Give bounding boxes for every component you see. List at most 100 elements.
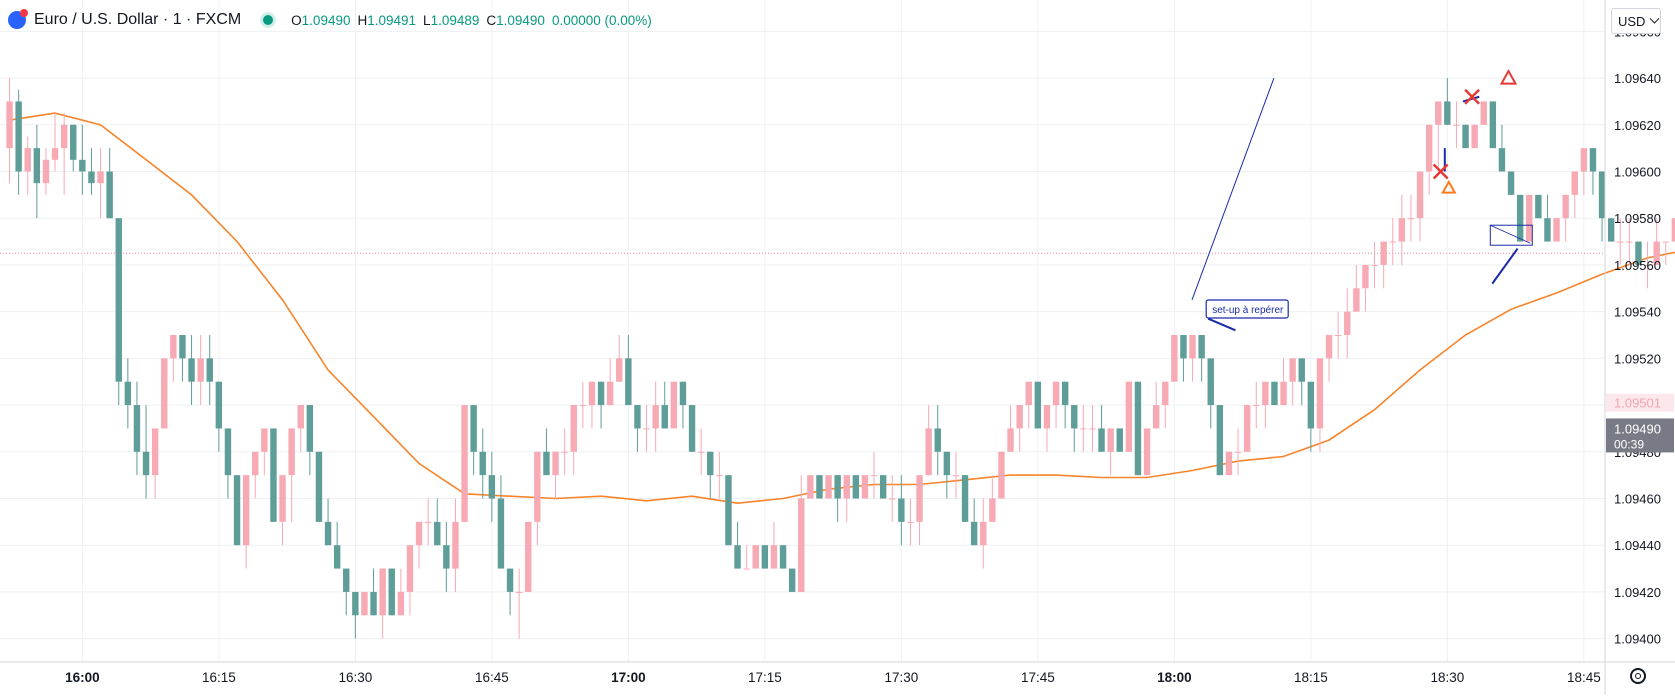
time-tick-label: 18:15 bbox=[1294, 670, 1328, 685]
candle-body bbox=[415, 521, 423, 546]
callout-box bbox=[1205, 299, 1289, 319]
candle-body bbox=[179, 335, 186, 359]
candle-body bbox=[379, 568, 386, 616]
candle-body bbox=[106, 171, 113, 219]
candle-body bbox=[579, 405, 587, 407]
candle-body bbox=[252, 451, 259, 476]
candle-body bbox=[1098, 428, 1105, 452]
flag-icon bbox=[8, 9, 28, 29]
candle-body bbox=[406, 545, 414, 592]
ohlc-close-key: C bbox=[486, 12, 497, 28]
price-tick-label: 1.09600 bbox=[1614, 165, 1661, 180]
candle-body bbox=[534, 451, 541, 522]
candle-body bbox=[1489, 101, 1497, 149]
candle-body bbox=[1516, 194, 1524, 242]
red-cross-marker bbox=[1464, 88, 1480, 105]
zone-rectangle bbox=[1489, 224, 1533, 246]
candle-body bbox=[661, 405, 668, 429]
candle-body bbox=[1344, 311, 1351, 335]
candle-body bbox=[434, 521, 441, 546]
ohlc-open-key: O bbox=[291, 12, 302, 28]
candle-body bbox=[361, 591, 368, 616]
candle-body bbox=[1171, 335, 1178, 382]
candle-body bbox=[970, 521, 978, 546]
candle-body bbox=[142, 451, 150, 476]
time-tick-label: 17:30 bbox=[884, 670, 918, 685]
time-tick-label: 16:30 bbox=[338, 670, 372, 685]
candle-body bbox=[1089, 428, 1096, 430]
ohlc-change-value: 0.00000 (0.00%) bbox=[551, 12, 652, 28]
chart-legend-header: Euro / U.S. Dollar · 1 · FXCM O1.09490 H… bbox=[8, 8, 652, 32]
candle-body bbox=[1271, 381, 1278, 406]
candle-body bbox=[1425, 124, 1433, 172]
time-tick-label: 16:45 bbox=[475, 670, 509, 685]
candle-body bbox=[989, 498, 996, 522]
candle-body bbox=[1253, 405, 1260, 407]
gear-icon[interactable] bbox=[1630, 668, 1646, 684]
candle-body bbox=[88, 171, 95, 184]
orange-triangle-marker bbox=[1441, 179, 1457, 194]
candle-body bbox=[1617, 241, 1624, 243]
candle-body bbox=[79, 159, 86, 172]
candle-body bbox=[1380, 241, 1387, 265]
candle-body bbox=[861, 475, 869, 499]
candle-body bbox=[1353, 288, 1360, 312]
pointer-line bbox=[1491, 247, 1519, 285]
candle-body bbox=[798, 498, 805, 592]
candle-body bbox=[1243, 405, 1251, 452]
candle-body bbox=[233, 475, 241, 546]
candle-body bbox=[206, 358, 213, 382]
zone-diagonal bbox=[1490, 224, 1531, 244]
price-tick-label: 1.09440 bbox=[1614, 538, 1661, 553]
price-tick-label: 1.09640 bbox=[1614, 71, 1661, 86]
candle-body bbox=[1116, 428, 1123, 452]
candle-body bbox=[115, 218, 122, 382]
callout-text: set-up à repérer bbox=[1212, 305, 1284, 316]
candle-body bbox=[925, 428, 932, 476]
candle-body bbox=[561, 451, 568, 453]
candle-body bbox=[1371, 264, 1378, 266]
candle-body bbox=[97, 171, 104, 184]
candle-body bbox=[515, 591, 523, 593]
ohlc-high-key: H bbox=[357, 12, 368, 28]
candle-body bbox=[1180, 335, 1187, 359]
candle-body bbox=[588, 381, 596, 406]
candle-body bbox=[188, 358, 195, 382]
candle-body bbox=[42, 159, 50, 184]
candle-body bbox=[1016, 405, 1023, 429]
candle-body bbox=[816, 475, 823, 499]
candle-body bbox=[1061, 381, 1069, 406]
candle-body bbox=[1544, 218, 1551, 242]
candle-body bbox=[1462, 124, 1469, 149]
candle-body bbox=[461, 405, 468, 522]
candle-body bbox=[215, 381, 223, 429]
candle-body bbox=[1626, 241, 1633, 243]
symbol-title[interactable]: Euro / U.S. Dollar · 1 · FXCM bbox=[34, 11, 242, 28]
candle-body bbox=[479, 451, 486, 476]
candle-body bbox=[1553, 218, 1560, 242]
candle-body bbox=[1071, 405, 1078, 429]
candle-body bbox=[1052, 381, 1060, 406]
candle-body bbox=[1362, 264, 1369, 289]
candle-body bbox=[1589, 148, 1597, 172]
candle-body bbox=[1162, 381, 1169, 406]
time-axis[interactable]: 16:00 16:15 16:30 16:45 17:00 17:15 17:30 17:45… bbox=[0, 661, 1675, 685]
candle-body bbox=[506, 568, 514, 592]
candle-body bbox=[1471, 124, 1478, 149]
candle-body bbox=[497, 498, 505, 569]
candle-body bbox=[1571, 171, 1578, 195]
chart-grid bbox=[0, 0, 1605, 662]
candle-body bbox=[15, 101, 22, 172]
time-tick-label: 17:45 bbox=[1021, 670, 1055, 685]
candle-body bbox=[552, 451, 559, 476]
candle-body bbox=[242, 475, 250, 546]
candle-body bbox=[33, 148, 41, 184]
currency-selector[interactable]: USD bbox=[1611, 8, 1661, 34]
candle-body bbox=[1334, 335, 1342, 336]
candle-body bbox=[1107, 428, 1114, 452]
candle-body bbox=[133, 405, 141, 452]
price-axis[interactable]: 1.094001.094201.094401.094601.094801.095… bbox=[1604, 0, 1674, 695]
candles-layer bbox=[6, 78, 1675, 639]
price-tick-label: 1.09420 bbox=[1614, 585, 1661, 600]
